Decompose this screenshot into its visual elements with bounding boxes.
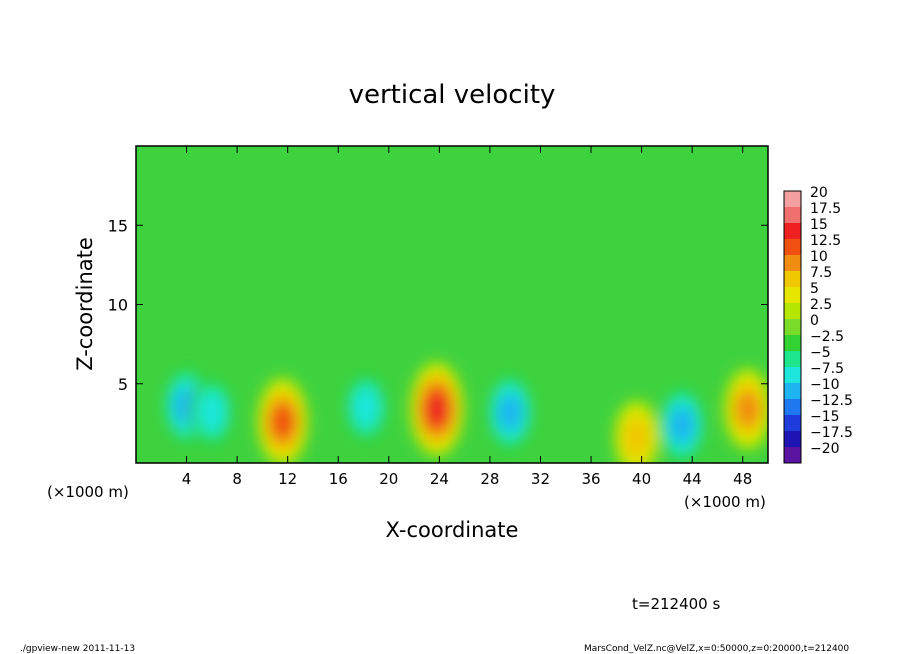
colorbar-swatch bbox=[784, 383, 801, 400]
colorbar-label: −7.5 bbox=[810, 361, 844, 377]
colorbar-swatch bbox=[784, 239, 801, 256]
colorbar-label: −10 bbox=[810, 377, 840, 393]
colorbar-label: −20 bbox=[810, 441, 840, 457]
colorbar-label: −12.5 bbox=[810, 393, 853, 409]
y-axis-label: Z-coordinate bbox=[73, 237, 97, 371]
y-axis-ticks: 5 10 15 bbox=[108, 216, 768, 394]
colorbar-label: 7.5 bbox=[810, 265, 832, 281]
velocity-blob bbox=[198, 392, 225, 432]
colorbar-label: −15 bbox=[810, 409, 840, 425]
time-label: t=212400 s bbox=[632, 595, 720, 613]
colorbar-label: 17.5 bbox=[810, 201, 841, 217]
velocity-features bbox=[162, 361, 768, 463]
colorbar-swatch bbox=[784, 415, 801, 432]
colorbar-swatch bbox=[784, 255, 801, 272]
colorbar-frame bbox=[783, 190, 802, 464]
colorbar-label: 15 bbox=[810, 217, 828, 233]
colorbar-label: 12.5 bbox=[810, 233, 841, 249]
colorbar-label: 10 bbox=[810, 249, 828, 265]
x-axis-ticks: 4 8 12 16 20 24 28 32 36 40 44 48 bbox=[182, 146, 752, 488]
colorbar-swatch bbox=[784, 303, 801, 320]
x-tick-label: 48 bbox=[733, 470, 752, 488]
velocity-blob bbox=[352, 387, 380, 428]
y-tick-label: 10 bbox=[108, 296, 128, 315]
velocity-blob bbox=[735, 391, 760, 427]
y-tick-label: 15 bbox=[108, 216, 128, 235]
colorbar-label: 20 bbox=[810, 185, 828, 201]
colorbar-swatch bbox=[784, 191, 801, 208]
x-units-right: (×1000 m) bbox=[684, 493, 766, 511]
colorbar-swatch bbox=[784, 319, 801, 336]
colorbar-swatch bbox=[784, 207, 801, 224]
x-tick-label: 36 bbox=[581, 470, 600, 488]
colorbar-swatch bbox=[784, 287, 801, 304]
velocity-blob bbox=[670, 407, 695, 443]
x-tick-label: 44 bbox=[683, 470, 702, 488]
x-tick-label: 24 bbox=[430, 470, 449, 488]
colorbar-swatch bbox=[784, 335, 801, 352]
x-units-left: (×1000 m) bbox=[47, 483, 129, 501]
y-tick-label: 5 bbox=[118, 375, 128, 394]
x-tick-label: 32 bbox=[531, 470, 550, 488]
colorbar-swatch bbox=[784, 447, 801, 464]
velocity-blob bbox=[623, 418, 650, 458]
colorbar-label: 5 bbox=[810, 281, 819, 297]
colorbar-swatch bbox=[784, 431, 801, 448]
colorbar-label: −17.5 bbox=[810, 425, 853, 441]
colorbar-swatch bbox=[784, 399, 801, 416]
source-label: MarsCond_VelZ.nc@VelZ,x=0:50000,z=0:2000… bbox=[584, 644, 849, 654]
colorbar-swatch bbox=[784, 351, 801, 368]
chart-title: vertical velocity bbox=[349, 80, 556, 110]
x-tick-label: 40 bbox=[632, 470, 651, 488]
x-tick-label: 12 bbox=[278, 470, 297, 488]
velocity-blob bbox=[271, 405, 294, 439]
colorbar: 2017.51512.5107.552.50−2.5−5−7.5−10−12.5… bbox=[783, 185, 853, 464]
colorbar-label: −5 bbox=[810, 345, 831, 361]
velocity-blob bbox=[425, 393, 448, 425]
x-axis-label: X-coordinate bbox=[386, 518, 519, 542]
colorbar-label: 0 bbox=[810, 313, 819, 329]
velocity-blob bbox=[498, 394, 523, 430]
x-tick-label: 4 bbox=[182, 470, 192, 488]
x-tick-label: 20 bbox=[379, 470, 398, 488]
colorbar-label: −2.5 bbox=[810, 329, 844, 345]
x-tick-label: 28 bbox=[480, 470, 499, 488]
colorbar-swatch bbox=[784, 367, 801, 384]
colorbar-swatch bbox=[784, 223, 801, 240]
x-tick-label: 16 bbox=[329, 470, 348, 488]
colorbar-swatch bbox=[784, 271, 801, 288]
program-label: ./gpview-new 2011-11-13 bbox=[20, 644, 135, 654]
plot-area bbox=[135, 145, 769, 464]
x-tick-label: 8 bbox=[232, 470, 242, 488]
colorbar-label: 2.5 bbox=[810, 297, 832, 313]
